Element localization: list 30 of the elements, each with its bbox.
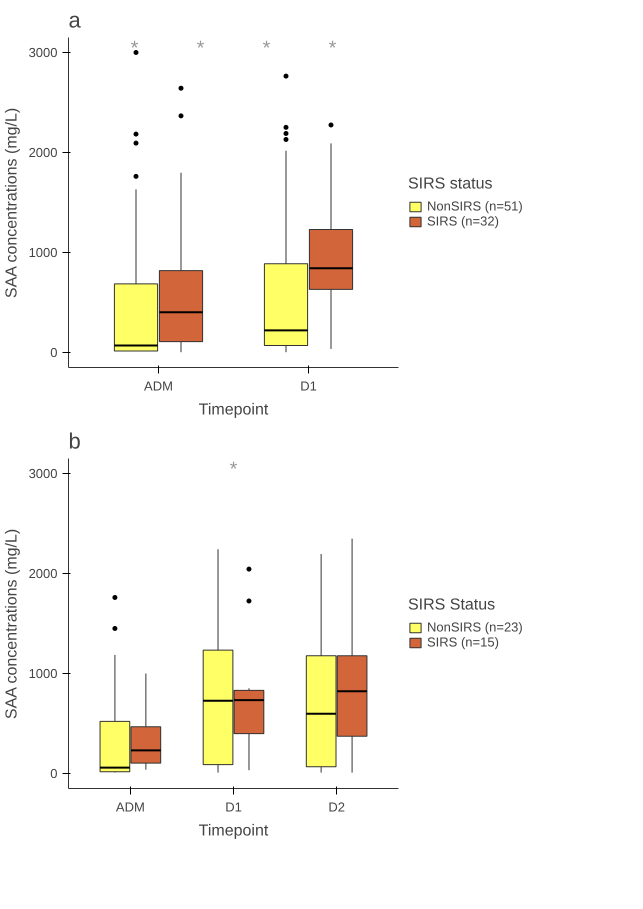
y-tick-label: 2000 (28, 145, 58, 160)
x-tick-label: D1 (300, 378, 317, 394)
y-axis-title: SAA concentrations (mg/L) (4, 108, 21, 298)
x-tick-label: D1 (225, 800, 242, 814)
x-tick-label: ADM (116, 800, 145, 814)
legend-label: NonSIRS (n=23) (427, 620, 523, 634)
y-tick-label: 2000 (28, 566, 58, 581)
legend-label: SIRS (n=32) (427, 214, 499, 228)
y-tick-label: 0 (50, 345, 58, 360)
chart-title: a (68, 8, 82, 32)
y-tick-label: 3000 (28, 45, 58, 60)
annotation: * (230, 458, 238, 480)
y-tick-label: 1000 (28, 666, 58, 681)
y-tick-label: 0 (50, 766, 58, 781)
x-tick-label: D2 (328, 800, 345, 814)
legend-label: SIRS (n=15) (427, 634, 499, 650)
y-axis-title: SAA concentrations (mg/L) (4, 528, 21, 720)
annotation: * (196, 38, 205, 60)
legend-label: NonSIRS (n=51) (427, 198, 523, 214)
x-axis-title: Timepoint (198, 822, 269, 840)
annotation: * (130, 38, 139, 60)
x-tick-label: ADM (144, 378, 173, 394)
chart-title: b (68, 428, 81, 454)
annotation: * (262, 38, 271, 60)
annotation: * (328, 38, 337, 60)
y-tick-label: 3000 (28, 466, 58, 481)
legend-title: SIRS Status (408, 596, 496, 614)
legend-title: SIRS status (408, 176, 494, 194)
y-tick-label: 1000 (28, 245, 58, 260)
x-axis-title: Timepoint (198, 402, 269, 418)
